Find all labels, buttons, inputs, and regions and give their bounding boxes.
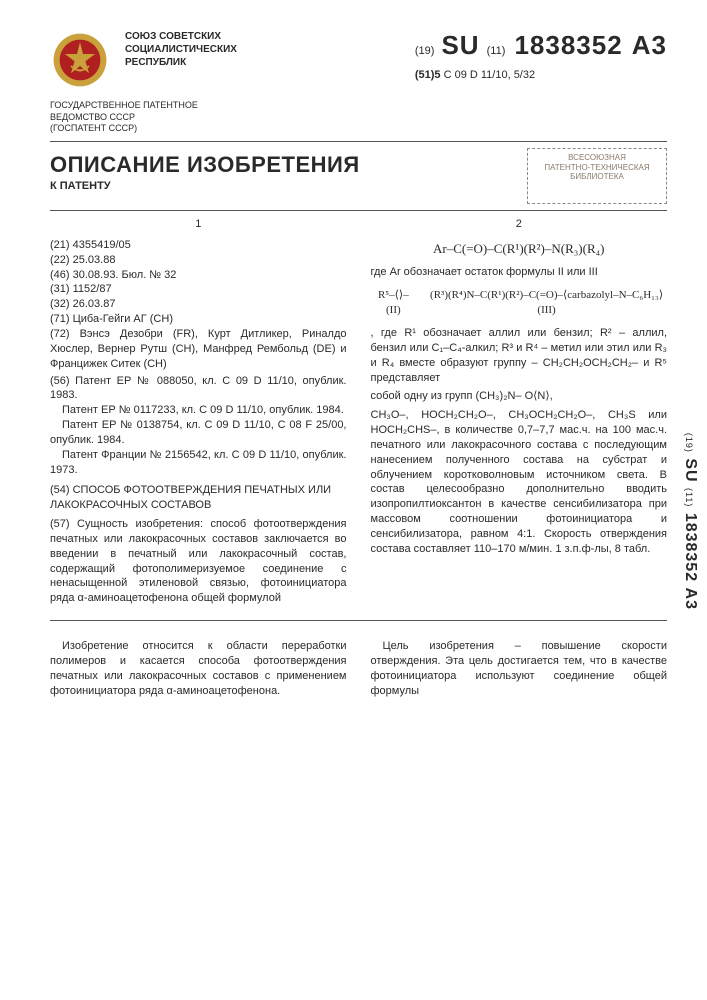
office-label: ГОСУДАРСТВЕННОЕ ПАТЕНТНОЕ ВЕДОМСТВО СССР… xyxy=(50,100,667,135)
field-56b: Патент ЕР № 0117233, кл. С 09 D 11/10, о… xyxy=(50,403,347,418)
class-prefix: (51)5 xyxy=(415,69,441,81)
formula-2-left: R⁵–⟨⟩– (II) xyxy=(371,288,417,318)
abstract-columns: 1 (21) 4355419/05 (22) 25.03.88 (46) 30.… xyxy=(50,217,667,606)
right-body-3: CH₃O–, HOCH₂CH₂O–, CH₃OCH₂CH₂O–, CH₃S ил… xyxy=(371,408,668,556)
rule-top xyxy=(50,141,667,142)
field-22: (22) 25.03.88 xyxy=(50,253,347,268)
page: СОЮЗ СОВЕТСКИХ СОЦИАЛИСТИЧЕСКИХ РЕСПУБЛИ… xyxy=(0,0,707,1000)
field-57: (57) Сущность изобретения: способ фотоот… xyxy=(50,517,347,606)
description-columns: Изобретение относится к области перерабо… xyxy=(50,639,667,698)
field-54: (54) СПОСОБ ФОТООТВЕРЖДЕНИЯ ПЕЧАТНЫХ ИЛИ… xyxy=(50,483,347,513)
union-label: СОЮЗ СОВЕТСКИХ СОЦИАЛИСТИЧЕСКИХ РЕСПУБЛИ… xyxy=(125,30,255,69)
rule-mid xyxy=(50,210,667,211)
field-71: (71) Циба-Гейги АГ (CH) xyxy=(50,312,347,327)
country-code: SU xyxy=(441,30,479,60)
structural-formula-2: R⁵–⟨⟩– (II) (R³)(R⁴)N–C(R¹)(R²)–C(=O)–⟨c… xyxy=(371,288,668,318)
ussr-emblem-icon xyxy=(50,30,110,90)
kind-code: А3 xyxy=(632,30,667,60)
field-72: (72) Вэнсэ Дезобри (FR), Курт Дитликер, … xyxy=(50,327,347,372)
country-prefix: (19) xyxy=(415,45,435,57)
field-56c: Патент ЕР № 0138754, кл. С 09 D 11/10, С… xyxy=(50,418,347,448)
side-doc-number: (19) SU (11) 1838352 А3 xyxy=(681,433,699,610)
main-title: ОПИСАНИЕ ИЗОБРЕТЕНИЯ xyxy=(50,152,360,178)
formula-2-right: (R³)(R⁴)N–C(R¹)(R²)–C(=O)–⟨carbazolyl–N–… xyxy=(426,288,667,318)
field-56d: Патент Франции № 2156542, кл. С 09 D 11/… xyxy=(50,448,347,478)
ipc-class: (51)5 С 09 D 11/10, 5/32 xyxy=(415,69,667,81)
column-left: 1 (21) 4355419/05 (22) 25.03.88 (46) 30.… xyxy=(50,217,347,606)
doc-codes: (19) SU (11) 1838352 А3 (51)5 С 09 D 11/… xyxy=(415,30,667,81)
header-row: СОЮЗ СОВЕТСКИХ СОЦИАЛИСТИЧЕСКИХ РЕСПУБЛИ… xyxy=(50,30,667,90)
library-stamp: ВСЕСОЮЗНАЯ ПАТЕНТНО-ТЕХНИЧЕСКАЯ БИБЛИОТЕ… xyxy=(527,148,667,204)
title-block: ОПИСАНИЕ ИЗОБРЕТЕНИЯ К ПАТЕНТУ xyxy=(50,148,360,202)
field-31: (31) 1152/87 xyxy=(50,282,347,297)
side-docprefix: (11) xyxy=(684,488,694,507)
side-num: 1838352 А3 xyxy=(682,513,699,610)
patent-number-line: (19) SU (11) 1838352 А3 xyxy=(415,30,667,61)
desc-left: Изобретение относится к области перерабо… xyxy=(50,639,347,698)
col-num-2: 2 xyxy=(371,217,668,232)
doc-prefix: (11) xyxy=(487,45,506,57)
column-right: 2 Ar–C(=O)–C(R¹)(R²)–N(R₃)(R₄) где Ar об… xyxy=(371,217,668,606)
side-prefix: (19) xyxy=(684,433,694,453)
right-body-2: собой одну из групп (CH₃)₂N– O⟨N⟩, xyxy=(371,389,668,404)
doc-number: 1838352 xyxy=(514,30,622,60)
right-body-1: , где R¹ обозначает аллил или бензил; R²… xyxy=(371,326,668,385)
structural-formula-1: Ar–C(=O)–C(R¹)(R²)–N(R₃)(R₄) xyxy=(371,240,668,258)
title-row: ОПИСАНИЕ ИЗОБРЕТЕНИЯ К ПАТЕНТУ ВСЕСОЮЗНА… xyxy=(50,148,667,204)
subtitle: К ПАТЕНТУ xyxy=(50,180,360,192)
rule-bottom xyxy=(50,620,667,621)
field-46: (46) 30.08.93. Бюл. № 32 xyxy=(50,268,347,283)
side-country: SU xyxy=(682,458,699,482)
class-code-value: С 09 D 11/10, 5/32 xyxy=(444,69,536,81)
field-32: (32) 26.03.87 xyxy=(50,297,347,312)
col-num-1: 1 xyxy=(50,217,347,232)
desc-right: Цель изобретения – повышение скорости от… xyxy=(371,639,668,698)
field-56a: (56) Патент ЕР № 088050, кл. С 09 D 11/1… xyxy=(50,374,347,404)
formula-1-note: где Ar обозначает остаток формулы II или… xyxy=(371,265,668,280)
field-21: (21) 4355419/05 xyxy=(50,238,347,253)
